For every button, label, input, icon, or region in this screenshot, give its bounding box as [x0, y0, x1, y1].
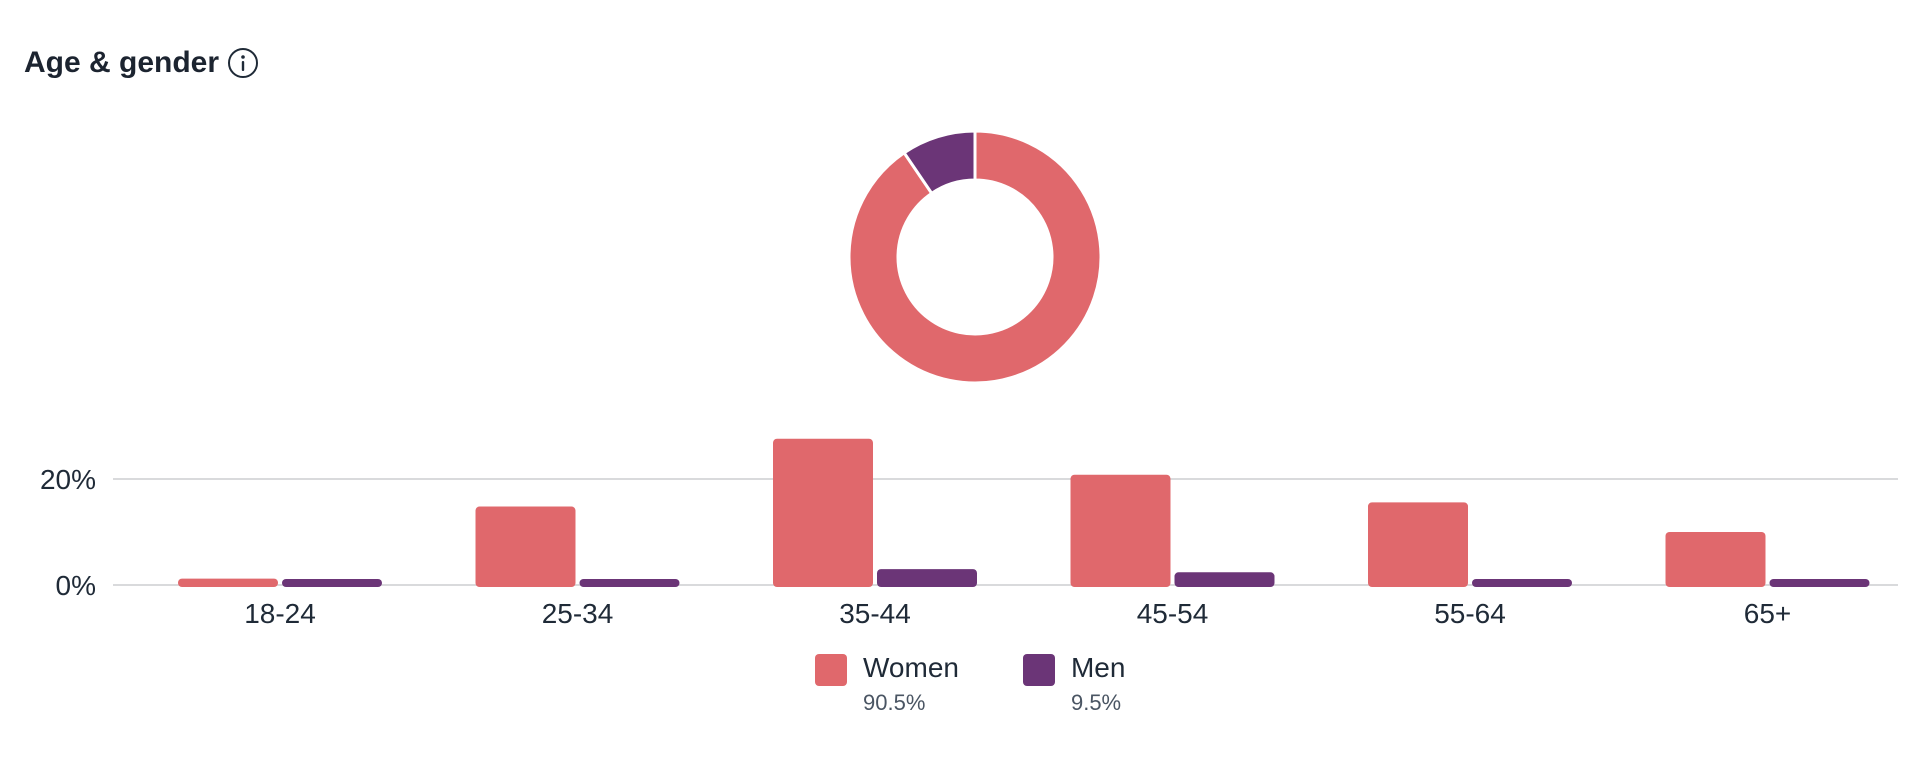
x-tick-label: 45-54: [1137, 598, 1209, 629]
donut-slice-men: [902, 129, 977, 196]
page-title: Age & gender: [24, 46, 220, 79]
bar-men-65+: [1769, 579, 1870, 587]
x-tick-label: 25-34: [542, 598, 614, 629]
bar-women-18-24: [178, 578, 278, 587]
chart-legend: Women 90.5% Men 9.5%: [815, 652, 1125, 716]
info-icon[interactable]: [227, 47, 259, 79]
x-tick-label: 65+: [1744, 598, 1792, 629]
bar-women-65+: [1665, 532, 1766, 587]
legend-label-women: Women: [863, 652, 959, 683]
x-tick-label: 55-64: [1434, 598, 1506, 629]
legend-item-women[interactable]: Women 90.5%: [815, 652, 959, 716]
bar-women-35-44: [773, 438, 873, 587]
legend-value-men: 9.5%: [1070, 690, 1122, 715]
chart-canvas: 0% 20% 18-24 25-34 35-44 45-54 55-64 65+: [40, 129, 1898, 629]
legend-swatch-men: [1022, 654, 1055, 686]
bar-women-25-34: [475, 506, 576, 587]
donut-slice-women: [847, 129, 1103, 385]
legend-label-men: Men: [1070, 652, 1126, 683]
bar-men-35-44: [877, 569, 977, 587]
x-tick-label: 35-44: [839, 598, 911, 629]
bar-men-18-24: [282, 579, 382, 587]
y-tick-label: 0%: [56, 570, 96, 601]
chart-header: Age & gender: [24, 46, 259, 80]
y-tick-label: 20%: [40, 464, 96, 495]
legend-value-women: 90.5%: [863, 690, 926, 715]
bar-women-45-54: [1070, 474, 1171, 587]
legend-item-men[interactable]: Men 9.5%: [1022, 652, 1126, 716]
legend-swatch-women: [815, 654, 847, 686]
x-tick-label: 18-24: [244, 598, 316, 629]
bar-men-55-64: [1472, 579, 1572, 587]
bar-men-45-54: [1174, 572, 1275, 587]
bar-men-25-34: [579, 579, 680, 587]
bar-women-55-64: [1368, 502, 1468, 587]
